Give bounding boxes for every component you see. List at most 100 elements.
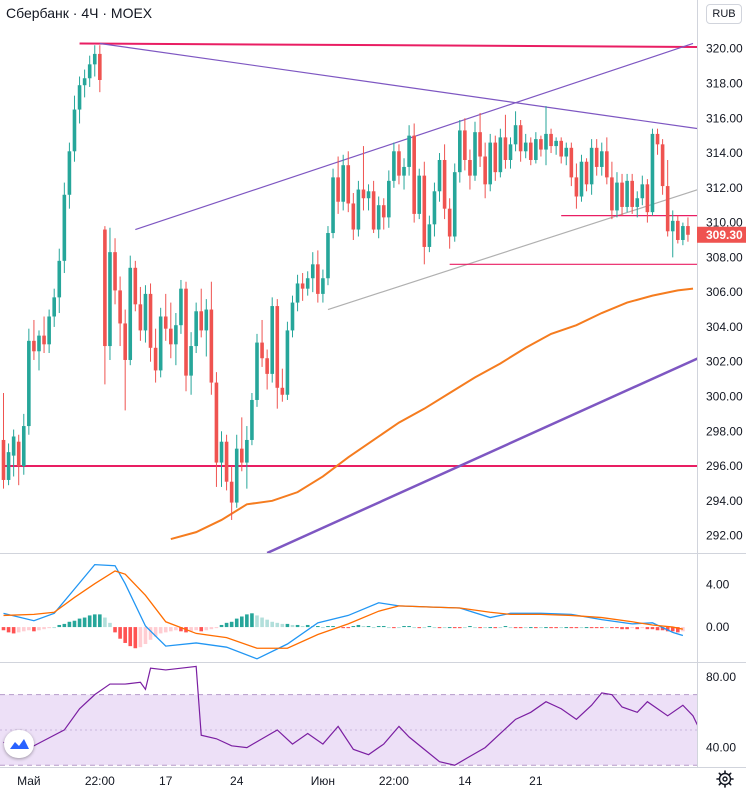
macd-histogram-bar: [387, 627, 391, 629]
candle-body: [599, 151, 604, 167]
price-pane: [1, 42, 697, 553]
candle-body: [128, 267, 133, 360]
macd-histogram-bar: [189, 627, 193, 632]
macd-histogram-bar: [239, 616, 244, 628]
macd-histogram-bar: [650, 627, 655, 630]
candle-body: [37, 335, 41, 352]
candle-body: [605, 151, 609, 178]
candle-body: [280, 387, 285, 395]
candle-body: [493, 142, 498, 173]
candle-body: [87, 64, 92, 79]
macd-histogram-bar: [417, 627, 422, 629]
macd-histogram-bar: [402, 626, 406, 628]
title-separator: ·: [72, 5, 78, 21]
price-tick-label: 316.00: [706, 111, 743, 125]
candle-body: [336, 177, 340, 202]
macd-histogram-bar: [148, 627, 153, 640]
macd-histogram-bar: [528, 627, 533, 629]
macd-histogram-bar: [473, 627, 477, 629]
candle-body: [432, 191, 437, 225]
macd-histogram-bar: [214, 627, 219, 629]
candle-body: [138, 304, 143, 331]
candle-body: [21, 426, 26, 467]
macd-histogram-bar: [640, 627, 645, 629]
price-tick-label: 318.00: [706, 76, 743, 90]
interval-label[interactable]: 4Ч: [81, 5, 99, 21]
candle-body: [321, 278, 325, 294]
candle-body: [194, 311, 198, 347]
candle-body: [224, 441, 229, 482]
candle-body: [554, 140, 558, 147]
candle-body: [676, 220, 680, 240]
candle-body: [113, 252, 117, 291]
macd-histogram-bar: [300, 626, 305, 628]
macd-histogram-bar: [371, 627, 376, 629]
macd-histogram-bar: [37, 627, 41, 631]
macd-pane: [1, 563, 685, 660]
candle-body: [518, 125, 523, 152]
price-tick-label: 294.00: [706, 494, 743, 508]
macd-histogram-bar: [381, 626, 386, 628]
macd-histogram-bar: [376, 626, 381, 628]
rsi-band: [0, 694, 697, 766]
macd-histogram-bar: [62, 623, 67, 628]
price-tick-label: 300.00: [706, 389, 743, 403]
macd-histogram-bar: [133, 627, 138, 649]
macd-histogram-bar: [92, 614, 97, 628]
macd-histogram-bar: [437, 627, 442, 629]
candle-body: [650, 133, 655, 213]
macd-tick-label: 4.00: [706, 578, 730, 592]
macd-histogram-bar: [128, 627, 133, 647]
macd-histogram-bar: [351, 626, 356, 628]
candle-body: [478, 132, 482, 157]
candle-body: [361, 189, 366, 199]
candle-body: [635, 198, 640, 207]
macd-histogram-bar: [569, 627, 574, 629]
candle-body: [579, 161, 584, 197]
macd-histogram-bar: [229, 621, 234, 628]
candle-body: [275, 306, 280, 388]
price-tick-label: 312.00: [706, 181, 743, 195]
macd-histogram-bar: [321, 627, 325, 629]
candle-body: [625, 180, 629, 207]
macd-histogram-bar: [594, 627, 599, 629]
candle-body: [184, 288, 188, 376]
macd-histogram-bar: [209, 627, 214, 630]
candle-body: [508, 144, 513, 160]
price-tick-label: 314.00: [706, 146, 743, 160]
candle-body: [660, 144, 665, 187]
chart-title: Сбербанк · 4Ч · MOEX: [6, 5, 152, 21]
candle-body: [285, 330, 290, 395]
macd-histogram-bar: [87, 615, 92, 628]
macd-histogram-bar: [599, 627, 604, 629]
macd-histogram-bar: [655, 627, 660, 631]
candle-body: [57, 260, 62, 298]
candle-body: [82, 78, 87, 86]
currency-badge[interactable]: RUB: [706, 4, 742, 24]
candle-body: [250, 399, 254, 440]
candle-body: [204, 309, 209, 331]
price-tick-label: 296.00: [706, 459, 743, 473]
candle-body: [229, 481, 234, 503]
candle-body: [534, 139, 538, 160]
macd-histogram-bar: [77, 618, 82, 628]
time-tick-label: 17: [159, 774, 173, 788]
macd-histogram-bar: [138, 627, 143, 648]
symbol-name[interactable]: Сбербанк: [6, 5, 69, 21]
macd-histogram-bar: [508, 627, 513, 629]
macd-histogram-bar: [219, 624, 224, 628]
gear-icon[interactable]: [716, 770, 734, 788]
macd-histogram-bar: [285, 623, 290, 628]
candle-body: [640, 184, 645, 199]
macd-histogram-bar: [224, 622, 229, 628]
macd-histogram-bar: [670, 627, 675, 632]
candle-body: [239, 448, 244, 463]
candle-body: [422, 175, 427, 247]
macd-histogram-bar: [681, 627, 685, 632]
tradingview-logo-icon[interactable]: [4, 730, 34, 758]
moving-average-line: [170, 287, 694, 541]
macd-histogram-bar: [605, 627, 609, 629]
candle-body: [300, 283, 305, 289]
candle-body: [412, 135, 416, 214]
